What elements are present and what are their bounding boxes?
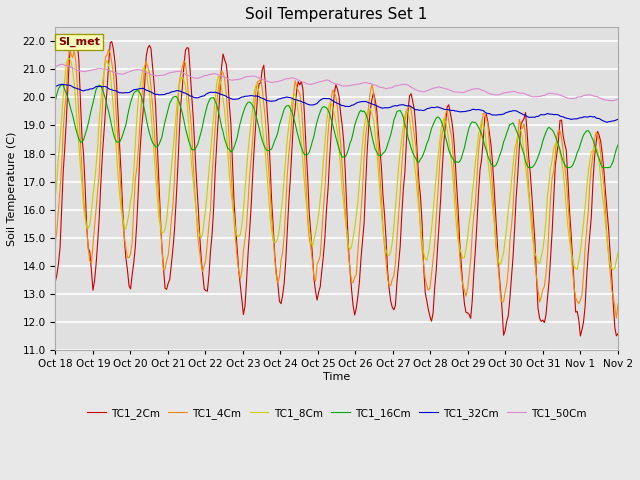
TC1_2Cm [249, 169, 257, 175]
TC1_50Cm [614, 96, 622, 102]
TC1_16Cm [249, 103, 257, 108]
X-axis label: Time: Time [323, 372, 350, 382]
TC1_2Cm [239, 312, 247, 317]
Text: SI_met: SI_met [58, 37, 100, 48]
TC1_8Cm [66, 56, 74, 61]
TC1_16Cm [586, 130, 594, 135]
TC1_32Cm [299, 99, 307, 105]
Line: TC1_2Cm: TC1_2Cm [55, 41, 618, 336]
TC1_50Cm [249, 73, 257, 79]
Title: Soil Temperatures Set 1: Soil Temperatures Set 1 [246, 7, 428, 22]
TC1_8Cm [221, 108, 228, 114]
TC1_8Cm [239, 207, 247, 213]
TC1_2Cm [122, 255, 130, 261]
TC1_50Cm [608, 98, 616, 104]
TC1_32Cm [51, 84, 59, 89]
TC1_2Cm [221, 57, 228, 63]
TC1_8Cm [584, 170, 592, 176]
TC1_2Cm [67, 38, 75, 44]
TC1_50Cm [51, 64, 59, 70]
TC1_16Cm [122, 122, 130, 128]
TC1_4Cm [584, 209, 592, 215]
TC1_2Cm [51, 279, 59, 285]
TC1_50Cm [299, 79, 307, 85]
TC1_2Cm [299, 87, 307, 93]
TC1_16Cm [51, 98, 59, 104]
TC1_4Cm [249, 135, 257, 141]
TC1_50Cm [122, 70, 130, 76]
Line: TC1_8Cm: TC1_8Cm [55, 59, 618, 270]
Line: TC1_16Cm: TC1_16Cm [55, 85, 618, 168]
TC1_16Cm [614, 142, 622, 148]
TC1_50Cm [221, 74, 228, 80]
TC1_4Cm [239, 248, 247, 253]
TC1_2Cm [577, 333, 584, 339]
TC1_8Cm [51, 194, 59, 200]
TC1_32Cm [239, 94, 247, 100]
TC1_8Cm [609, 267, 617, 273]
TC1_50Cm [239, 75, 247, 81]
TC1_2Cm [586, 232, 594, 238]
TC1_32Cm [249, 93, 257, 99]
TC1_8Cm [614, 249, 622, 255]
TC1_4Cm [122, 245, 130, 251]
TC1_4Cm [614, 301, 622, 307]
TC1_2Cm [614, 331, 622, 336]
TC1_8Cm [299, 161, 307, 167]
TC1_8Cm [249, 104, 257, 109]
TC1_32Cm [221, 93, 228, 98]
TC1_32Cm [584, 114, 592, 120]
TC1_16Cm [239, 109, 247, 115]
Line: TC1_50Cm: TC1_50Cm [55, 64, 618, 101]
Y-axis label: Soil Temperature (C): Soil Temperature (C) [7, 132, 17, 246]
TC1_16Cm [525, 165, 532, 170]
TC1_4Cm [221, 76, 228, 82]
TC1_4Cm [66, 45, 74, 50]
TC1_4Cm [51, 240, 59, 246]
TC1_4Cm [299, 127, 307, 132]
TC1_16Cm [221, 136, 228, 142]
Legend: TC1_2Cm, TC1_4Cm, TC1_8Cm, TC1_16Cm, TC1_32Cm, TC1_50Cm: TC1_2Cm, TC1_4Cm, TC1_8Cm, TC1_16Cm, TC1… [83, 404, 591, 423]
TC1_32Cm [603, 120, 611, 125]
TC1_16Cm [60, 82, 67, 88]
TC1_4Cm [612, 315, 620, 321]
Line: TC1_32Cm: TC1_32Cm [55, 84, 618, 122]
TC1_32Cm [122, 90, 130, 96]
TC1_16Cm [299, 149, 307, 155]
Line: TC1_4Cm: TC1_4Cm [55, 48, 618, 318]
TC1_50Cm [584, 92, 592, 98]
TC1_32Cm [614, 117, 622, 122]
TC1_32Cm [60, 82, 67, 87]
TC1_8Cm [122, 226, 130, 232]
TC1_50Cm [58, 61, 65, 67]
